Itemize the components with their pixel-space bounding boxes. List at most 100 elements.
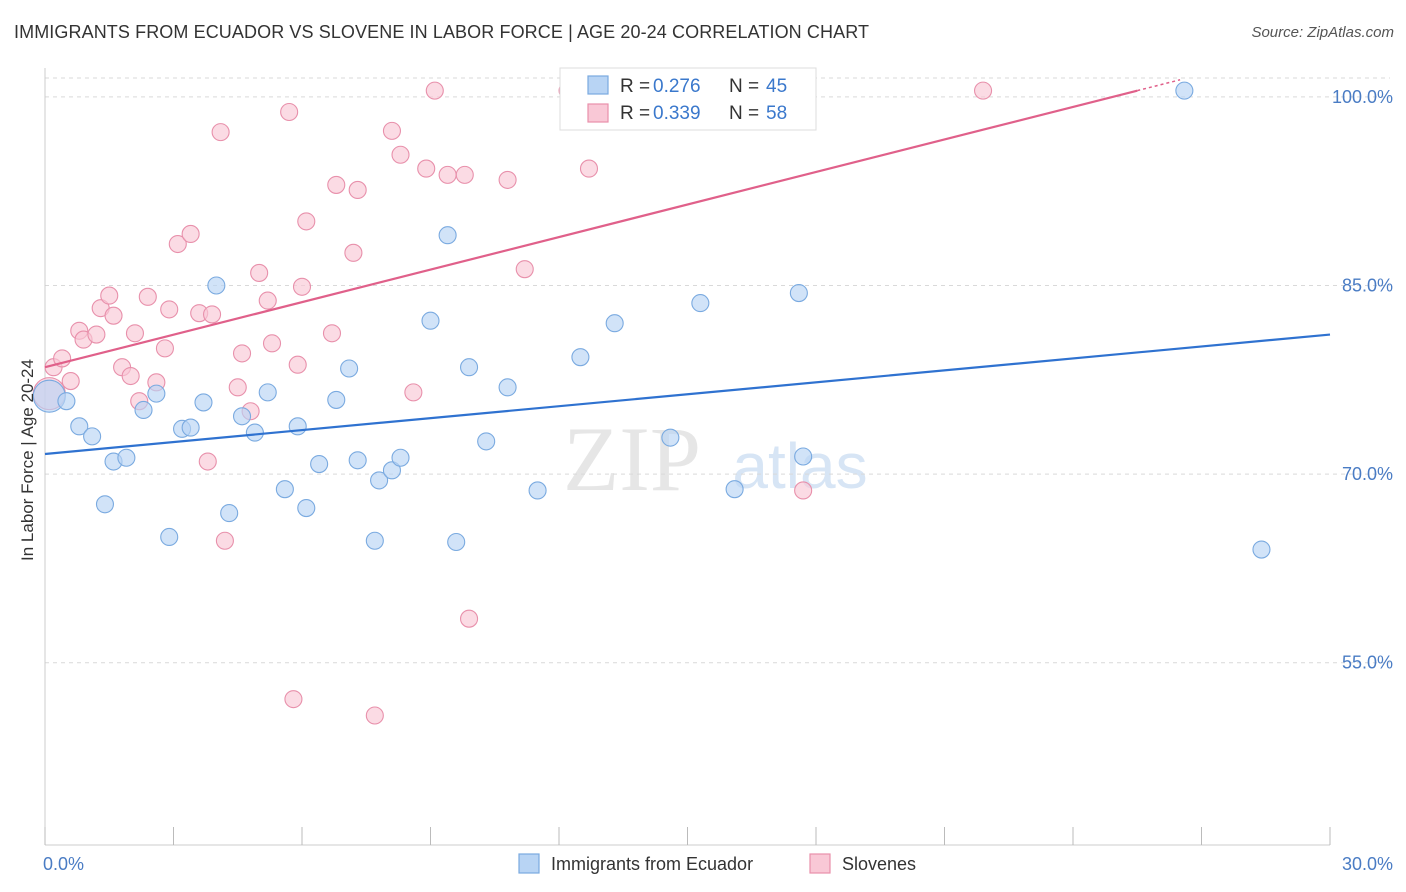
legend-slovenes-swatch xyxy=(809,853,831,874)
stats-legend-blue-n-value: 45 xyxy=(766,76,787,97)
chart-title: IMMIGRANTS FROM ECUADOR VS SLOVENE IN LA… xyxy=(14,22,870,42)
slovenes-point xyxy=(382,121,402,140)
ecuador-series xyxy=(32,81,1271,559)
ecuador-point xyxy=(528,481,547,500)
slovenes-point xyxy=(198,452,217,471)
legend-slovenes-label: Slovenes xyxy=(842,854,916,874)
source-credit: Source: ZipAtlas.com xyxy=(1251,24,1394,41)
ecuador-point xyxy=(691,294,710,313)
slovenes-trend-extension xyxy=(1137,79,1181,92)
series-legend: Immigrants from Ecuador Slovenes xyxy=(518,853,916,874)
slovenes-point xyxy=(344,243,363,262)
slovenes-point xyxy=(61,372,80,391)
slovenes-point xyxy=(292,277,312,296)
slovenes-trend-line xyxy=(44,89,1138,369)
slovenes-point xyxy=(104,306,123,325)
legend-ecuador-swatch xyxy=(518,853,540,874)
y-axis-label-text: In Labor Force | Age 20-24 xyxy=(18,359,37,561)
ecuador-point xyxy=(365,531,384,550)
ecuador-point xyxy=(232,407,252,426)
y-tick-label: 100.0% xyxy=(1332,87,1393,107)
slovenes-point xyxy=(438,165,457,184)
ecuador-point xyxy=(789,284,808,303)
ecuador-point xyxy=(794,447,813,466)
ecuador-point xyxy=(57,392,76,411)
ecuador-point xyxy=(438,226,457,245)
stats-legend-blue-r-label: R = xyxy=(620,76,650,97)
ecuador-point xyxy=(382,461,402,480)
ecuador-point xyxy=(288,417,307,436)
ecuador-point xyxy=(245,423,264,442)
stats-legend-pink-r-value: 0.339 xyxy=(653,103,701,124)
ecuador-point xyxy=(498,378,517,397)
ecuador-point xyxy=(605,314,624,333)
ecuador-point xyxy=(297,498,316,518)
axes: 55.0% 70.0% 85.0% 100.0% 0.0% 30.0% xyxy=(43,68,1393,874)
ecuador-point xyxy=(459,358,479,377)
slovenes-point xyxy=(417,159,436,178)
slovenes-point xyxy=(250,263,269,282)
ecuador-point xyxy=(181,418,200,437)
ecuador-point xyxy=(348,451,367,470)
slovenes-point xyxy=(459,609,479,628)
x-tick-label: 0.0% xyxy=(43,854,84,874)
ecuador-point xyxy=(391,448,410,467)
ecuador-point xyxy=(220,504,239,523)
slovenes-point xyxy=(258,291,277,310)
slovenes-point xyxy=(515,260,534,279)
slovenes-point xyxy=(155,339,174,358)
ecuador-point xyxy=(447,532,466,552)
stats-legend: R = 0.276 N = 45 R = 0.339 N = 58 xyxy=(559,67,817,131)
ecuador-point xyxy=(134,400,153,420)
slovenes-point xyxy=(160,300,179,319)
ecuador-point xyxy=(147,384,166,403)
ecuador-point xyxy=(421,311,440,330)
slovenes-point xyxy=(404,383,423,402)
ecuador-point xyxy=(95,495,115,514)
slovenes-point xyxy=(125,324,144,343)
ecuador-point xyxy=(117,448,136,467)
slovenes-point xyxy=(498,170,517,189)
ecuador-point xyxy=(1175,81,1194,100)
trend-lines xyxy=(44,79,1331,456)
y-tick-label: 70.0% xyxy=(1342,464,1393,484)
slovenes-point xyxy=(211,123,230,142)
slovenes-point xyxy=(455,165,474,184)
ecuador-point xyxy=(370,471,389,490)
slovenes-point xyxy=(794,481,813,500)
ecuador-point xyxy=(725,480,744,499)
slovenes-point xyxy=(973,81,993,100)
slovenes-point xyxy=(348,180,367,200)
x-tick-label: 30.0% xyxy=(1342,854,1393,874)
ecuador-point xyxy=(661,428,680,447)
ecuador-trend-line xyxy=(44,333,1331,456)
slovenes-point xyxy=(87,325,106,344)
ecuador-point xyxy=(70,417,89,436)
ecuador-point xyxy=(477,432,496,451)
ecuador-point xyxy=(194,393,213,412)
slovenes-point xyxy=(168,234,187,254)
slovenes-point xyxy=(138,287,157,306)
ecuador-point xyxy=(207,276,226,295)
y-tick-label: 55.0% xyxy=(1342,653,1393,673)
stats-legend-pink-r-label: R = xyxy=(620,103,650,124)
ecuador-point xyxy=(340,359,359,378)
slovenes-point xyxy=(262,334,282,353)
slovenes-point xyxy=(181,224,200,244)
legend-ecuador-label: Immigrants from Ecuador xyxy=(551,854,753,874)
slovenes-point xyxy=(228,378,247,397)
stats-legend-blue-n-label: N = xyxy=(729,76,759,97)
slovenes-point xyxy=(215,531,234,550)
slovenes-point xyxy=(327,175,346,194)
slovenes-point xyxy=(391,145,410,164)
ecuador-point xyxy=(160,527,179,547)
slovenes-point xyxy=(121,366,140,386)
slovenes-series xyxy=(32,81,993,725)
grid xyxy=(45,77,1390,664)
ecuador-point xyxy=(258,383,277,402)
ecuador-point xyxy=(327,390,346,409)
stats-legend-blue-swatch xyxy=(587,75,609,95)
ecuador-point xyxy=(83,427,102,446)
slovenes-point xyxy=(232,344,252,363)
